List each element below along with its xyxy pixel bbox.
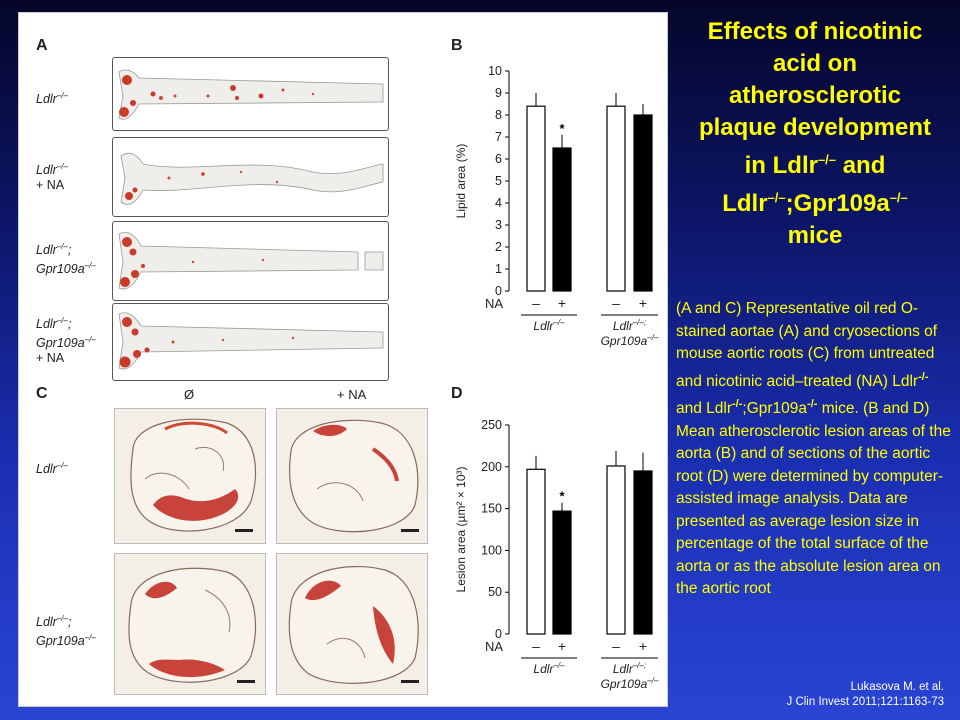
- y-tick-label: 3: [495, 218, 502, 232]
- row-label-ldlr-gpr-na: Ldlr–/–; Gpr109a–/– + NA: [36, 316, 96, 366]
- group-label: Ldlr–/–;: [613, 318, 646, 333]
- y-tick-label: 10: [488, 64, 502, 78]
- group-label: Gpr109a–/–: [601, 676, 659, 691]
- group-label: Ldlr–/–: [533, 661, 565, 676]
- bar: [552, 510, 572, 635]
- y-tick-label: 6: [495, 152, 502, 166]
- bar: [606, 465, 626, 635]
- aortic-root-image-ldlr: [114, 408, 266, 544]
- bar: [633, 470, 653, 635]
- treatment-label: +: [558, 295, 566, 311]
- y-tick-label: 100: [481, 543, 502, 557]
- row-label-ldlr-gpr: Ldlr–/–; Gpr109a–/–: [36, 242, 96, 277]
- panel-label-a: A: [36, 37, 48, 54]
- panel-label-b: B: [451, 37, 463, 54]
- aortic-root-image-ldlr-na: [276, 408, 428, 544]
- aortic-root-image-ldlr-gpr-na: [276, 553, 428, 695]
- treatment-label: –: [612, 638, 620, 654]
- lesion-area-chart: 0 50 100 150 200 250 Lesion area (µm² × 10³) – *…: [454, 418, 659, 691]
- treatment-label: –: [612, 295, 620, 311]
- significance-star: *: [559, 489, 565, 504]
- aortic-root-image-ldlr-gpr: [114, 553, 266, 695]
- aorta-image-ldlr-na: [112, 137, 389, 217]
- y-tick-label: 1: [495, 262, 502, 276]
- aorta-image-ldlr-gpr: [112, 221, 389, 301]
- y-tick-label: 0: [495, 284, 502, 298]
- bar: [526, 468, 546, 635]
- group-label: Ldlr–/–;: [613, 661, 646, 676]
- figure-panel: A Ldlr–/– Ldlr–/– + NA Ldlr–/–; Gpr109a–/–…: [18, 12, 668, 707]
- y-tick-label: 7: [495, 130, 502, 144]
- column-title-na: + NA: [337, 387, 367, 402]
- y-tick-label: 250: [481, 418, 502, 432]
- y-axis-label: Lesion area (µm² × 10³): [454, 467, 468, 593]
- column-title-untreated: Ø: [184, 387, 195, 402]
- group-label: Ldlr–/–: [533, 318, 565, 333]
- y-tick-label: 8: [495, 108, 502, 122]
- treatment-label: +: [639, 638, 647, 654]
- y-tick-label: 200: [481, 460, 502, 474]
- y-tick-label: 0: [495, 627, 502, 641]
- y-tick-label: 2: [495, 240, 502, 254]
- y-tick-label: 150: [481, 502, 502, 516]
- y-tick-label: 4: [495, 196, 502, 210]
- figure-caption: (A and C) Representative oil red O-stain…: [676, 300, 951, 598]
- y-tick-label: 9: [495, 86, 502, 100]
- treatment-label: –: [532, 638, 540, 654]
- na-label: NA: [485, 296, 503, 311]
- bar: [606, 105, 626, 292]
- treatment-label: +: [558, 638, 566, 654]
- citation: Lukasova M. et al. J Clin Invest 2011;12…: [786, 681, 945, 708]
- slide-title: Effects of nicotinic acid on atheroscler…: [698, 18, 932, 249]
- y-tick-label: 5: [495, 174, 502, 188]
- treatment-label: –: [532, 295, 540, 311]
- y-tick-label: 50: [488, 585, 502, 599]
- row-label-ldlr-na: Ldlr–/– + NA: [36, 162, 68, 193]
- na-label: NA: [485, 639, 503, 654]
- row-label-c-ldlr-gpr: Ldlr–/–; Gpr109a–/–: [36, 614, 96, 649]
- aorta-image-ldlr-gpr-na: [112, 303, 389, 381]
- row-label-c-ldlr: Ldlr–/–: [36, 461, 68, 477]
- bar: [552, 147, 572, 292]
- bar: [633, 114, 653, 292]
- panel-label-c: C: [36, 385, 48, 402]
- panel-label-d: D: [451, 385, 463, 402]
- row-label-ldlr: Ldlr–/–: [36, 91, 68, 107]
- aorta-image-ldlr: [112, 57, 389, 131]
- lipid-area-chart: 0 1 2 3 4 5 6 7 8 9 10 Lipid area (%) – * + – + NA Ldlr–/–…: [454, 64, 659, 348]
- significance-star: *: [559, 121, 565, 136]
- y-axis-label: Lipid area (%): [454, 144, 468, 219]
- bar: [526, 105, 546, 292]
- group-label: Gpr109a–/–: [601, 333, 659, 348]
- treatment-label: +: [639, 295, 647, 311]
